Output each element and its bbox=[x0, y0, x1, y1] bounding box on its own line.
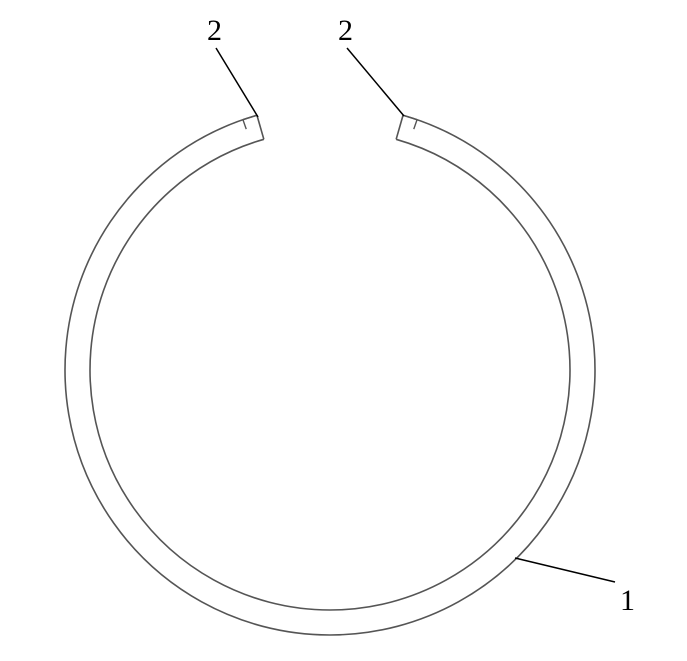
end-notch-top bbox=[403, 115, 417, 119]
leader-line bbox=[515, 558, 615, 582]
label-text: 1 bbox=[620, 584, 635, 617]
ring-end-left-face bbox=[257, 115, 264, 139]
leader-line bbox=[347, 48, 404, 116]
technical-figure: 2 2 1 bbox=[0, 0, 687, 661]
label-text: 2 bbox=[207, 14, 222, 47]
ring-end-right-face bbox=[396, 115, 403, 139]
label-2-right: 2 bbox=[338, 14, 404, 116]
ring-inner-arc bbox=[90, 139, 570, 610]
leader-line bbox=[216, 48, 258, 117]
label-2-left: 2 bbox=[207, 14, 258, 117]
end-notch-top bbox=[243, 115, 257, 119]
ring-outer-arc bbox=[65, 115, 595, 635]
label-1: 1 bbox=[515, 558, 635, 617]
end-notch-side bbox=[414, 120, 417, 129]
end-feature-right bbox=[403, 115, 417, 129]
open-ring bbox=[65, 115, 595, 635]
label-text: 2 bbox=[338, 14, 353, 47]
end-feature-left bbox=[243, 115, 257, 129]
end-notch-side bbox=[243, 120, 246, 129]
